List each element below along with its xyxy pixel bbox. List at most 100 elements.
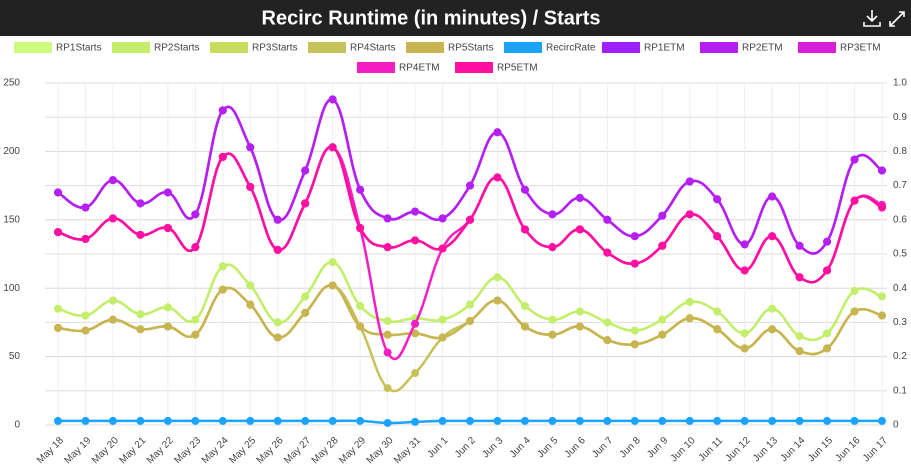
data-point (136, 230, 145, 239)
data-point (54, 323, 62, 332)
data-point (630, 259, 639, 268)
data-point (575, 225, 584, 234)
data-point (438, 214, 447, 223)
x-tick-label: May 28 (310, 435, 341, 466)
data-point (383, 384, 392, 393)
data-point (575, 322, 584, 331)
data-point (685, 210, 694, 219)
data-point (630, 416, 639, 425)
data-point (850, 155, 859, 164)
data-point (108, 214, 117, 223)
x-tick-label: May 21 (117, 435, 148, 466)
data-point (850, 196, 859, 205)
data-point (850, 307, 859, 316)
data-point (218, 262, 227, 271)
y2-tick-label: 1.0 (893, 78, 907, 89)
data-point (548, 315, 557, 324)
data-point (520, 225, 529, 234)
data-point (466, 215, 474, 224)
data-point (466, 317, 474, 326)
data-point (356, 322, 365, 331)
data-point (630, 326, 639, 335)
data-point (246, 416, 255, 425)
legend-label: RP5Starts (448, 43, 494, 54)
data-point (878, 292, 886, 301)
x-tick-label: Jun 17 (861, 435, 890, 464)
data-point (685, 314, 694, 323)
data-point (191, 210, 200, 219)
x-tick-label: Jun 2 (453, 435, 478, 460)
data-point (878, 311, 886, 320)
y2-tick-label: 0.8 (893, 146, 907, 157)
data-point (493, 273, 502, 282)
data-point (411, 417, 420, 426)
y2-tick-label: 0.3 (893, 317, 907, 328)
data-point (273, 318, 282, 327)
data-point (713, 232, 722, 241)
data-point (823, 329, 832, 338)
data-point (685, 177, 694, 186)
legend-label: RP2ETM (742, 43, 783, 54)
data-point (136, 199, 145, 208)
data-point (740, 240, 749, 249)
legend-label: RecircRate (546, 43, 596, 54)
x-tick-label: Jun 5 (535, 435, 560, 460)
data-point (81, 203, 90, 212)
download-icon[interactable] (863, 10, 881, 27)
x-tick-label: May 18 (35, 435, 66, 466)
data-point (356, 185, 365, 194)
y2-tick-label: 0.9 (893, 112, 907, 123)
data-point (878, 166, 886, 175)
y-tick-label: 100 (3, 283, 20, 294)
data-point (795, 347, 804, 356)
data-point (795, 273, 804, 282)
data-point (768, 232, 777, 241)
x-tick-label: May 20 (90, 435, 121, 466)
x-tick-label: Jun 11 (697, 435, 726, 464)
data-point (795, 241, 804, 250)
data-point (658, 330, 667, 339)
data-point (493, 416, 502, 425)
y2-tick-label: 0.4 (893, 283, 907, 294)
data-point (218, 416, 227, 425)
data-point (713, 416, 722, 425)
data-point (163, 416, 172, 425)
y2-tick-label: 0.1 (893, 385, 907, 396)
data-point (411, 369, 420, 378)
x-tick-label: Jun 8 (618, 435, 643, 460)
data-point (603, 248, 612, 257)
data-point (548, 210, 557, 219)
data-point (685, 416, 694, 425)
data-point (575, 416, 584, 425)
data-point (713, 325, 722, 334)
data-point (520, 322, 529, 331)
y-tick-label: 200 (3, 146, 20, 157)
data-point (301, 292, 310, 301)
data-point (108, 315, 117, 324)
data-point (108, 296, 117, 305)
expand-icon[interactable] (889, 11, 905, 27)
legend-label: RP1ETM (644, 43, 685, 54)
data-point (466, 416, 474, 425)
data-point (301, 308, 310, 317)
data-point (246, 300, 255, 309)
legend-swatch (455, 62, 493, 73)
x-tick-label: Jun 1 (425, 435, 450, 460)
data-point (191, 330, 200, 339)
data-point (850, 286, 859, 295)
y2-tick-label: 0.6 (893, 214, 907, 225)
header-bar (0, 0, 911, 36)
x-tick-label: May 25 (227, 435, 258, 466)
data-point (328, 143, 337, 152)
x-tick-label: Jun 16 (834, 435, 863, 464)
legend-swatch (602, 42, 640, 53)
x-tick-label: Jun 15 (806, 435, 835, 464)
data-point (795, 332, 804, 341)
data-point (328, 258, 337, 267)
data-point (328, 281, 337, 290)
data-point (740, 329, 749, 338)
data-point (301, 166, 310, 175)
data-point (246, 281, 255, 290)
data-point (383, 330, 392, 339)
y2-tick-label: 0 (893, 420, 899, 431)
